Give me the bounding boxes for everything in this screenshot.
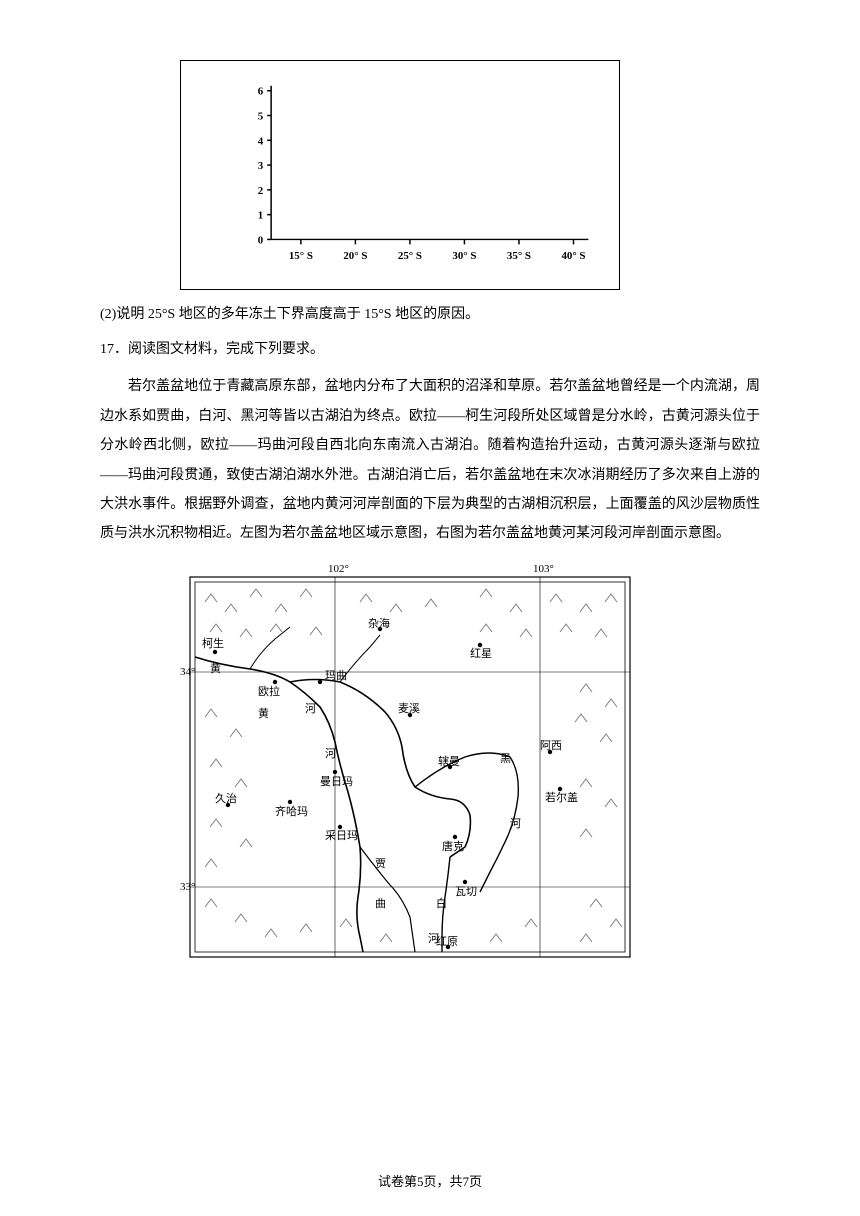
place-aximan2: 阿西 — [540, 739, 562, 752]
place-tangke: 唐克 — [442, 839, 464, 853]
river-bai: 白 — [436, 896, 447, 910]
question-17: 17．阅读图文材料，完成下列要求。 — [100, 337, 760, 362]
ytick-2: 2 — [258, 185, 263, 197]
xtick-2: 25° S — [398, 250, 422, 262]
place-aximan: 辖曼 — [438, 754, 460, 768]
river-he-1: 河 — [305, 702, 316, 715]
permafrost-chart: 0 1 2 3 4 5 6 15° S 20° S — [180, 60, 620, 290]
place-zahai: 杂海 — [368, 616, 390, 630]
ytick-1: 1 — [258, 210, 263, 222]
river-he-bai: 河 — [428, 932, 439, 945]
river-qu-1: 曲 — [375, 897, 386, 910]
river-huang-1: 黄 — [210, 661, 221, 675]
ruoergai-map: 102° 103° 34° 33° — [180, 557, 640, 977]
place-maixi: 麦溪 — [398, 702, 420, 715]
xtick-1: 20° S — [343, 250, 367, 262]
river-he-hei: 河 — [510, 817, 521, 830]
xtick-4: 35° S — [507, 250, 531, 262]
ytick-6: 6 — [258, 86, 264, 98]
river-huang-2: 黄 — [258, 706, 269, 720]
place-ruoergai: 若尔盖 — [545, 790, 578, 804]
chart-svg: 0 1 2 3 4 5 6 15° S 20° S — [181, 61, 619, 289]
place-hongyuan: 红原 — [436, 935, 458, 948]
xtick-3: 30° S — [452, 250, 476, 262]
river-hei: 黑 — [500, 752, 511, 765]
ytick-4: 4 — [258, 135, 264, 147]
ytick-0: 0 — [258, 234, 264, 246]
lat-33: 33° — [180, 881, 195, 893]
xtick-0: 15° S — [289, 250, 313, 262]
place-kesheng: 柯生 — [202, 636, 224, 650]
place-manrima: 曼日玛 — [320, 775, 353, 788]
xtick-5: 40° S — [561, 250, 585, 262]
lat-34: 34° — [180, 666, 195, 678]
page-footer: 试卷第5页，共7页 — [0, 1171, 860, 1190]
place-hongxing: 红星 — [470, 647, 492, 660]
passage-text: 若尔盖盆地位于青藏高原东部，盆地内分布了大面积的沼泽和草原。若尔盖盆地曾经是一个… — [100, 372, 760, 548]
river-he-2: 河 — [325, 747, 336, 760]
place-qihama: 齐哈玛 — [275, 804, 308, 818]
river-jia: 贾 — [375, 857, 386, 870]
map-svg: 102° 103° 34° 33° — [180, 557, 640, 977]
question-2: (2)说明 25°S 地区的多年冻土下界高度高于 15°S 地区的原因。 — [100, 302, 760, 327]
ytick-3: 3 — [258, 160, 264, 172]
lon-102: 102° — [328, 563, 349, 575]
place-oula: 欧拉 — [258, 684, 280, 698]
ytick-5: 5 — [258, 110, 264, 122]
place-jiuzhi: 久治 — [215, 791, 237, 805]
place-waqie: 瓦切 — [455, 885, 477, 898]
lon-103: 103° — [533, 563, 554, 575]
place-cairima: 采日玛 — [325, 829, 358, 842]
place-maqu: 玛曲 — [325, 669, 347, 682]
